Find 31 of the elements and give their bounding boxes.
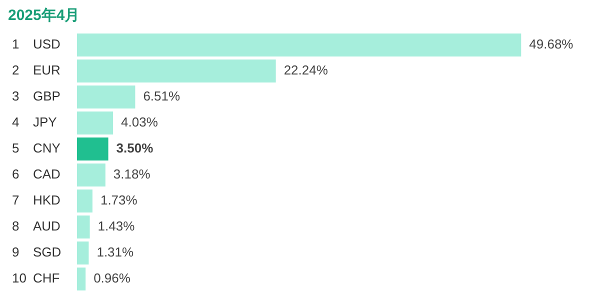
data-label: 1.43%: [98, 218, 136, 234]
data-label: 0.96%: [94, 270, 131, 286]
bar: [77, 34, 522, 56]
bar: [77, 242, 89, 264]
bar: [77, 268, 86, 290]
y-tick-label: 9 SGD: [12, 244, 62, 260]
data-label: 49.68%: [529, 36, 574, 52]
data-label: 3.18%: [113, 166, 151, 182]
y-tick-label: 4 JPY: [12, 114, 58, 130]
bar: [77, 216, 90, 238]
data-label: 4.03%: [121, 114, 158, 130]
data-label: 1.31%: [96, 244, 134, 260]
data-label: 22.24%: [284, 62, 328, 78]
data-label: 6.51%: [143, 88, 180, 104]
y-tick-label: 10 CHF: [12, 270, 60, 286]
y-tick-label: 2 EUR: [12, 62, 60, 78]
y-tick-label: 1 USD: [12, 36, 60, 52]
data-label: 3.50%: [116, 140, 154, 156]
bar: [77, 138, 108, 160]
y-tick-label: 6 CAD: [12, 166, 60, 182]
bar: [77, 112, 114, 134]
y-tick-label: 3 GBP: [12, 88, 60, 104]
bar: [77, 164, 106, 186]
bar: [77, 86, 136, 108]
bar: [77, 60, 276, 82]
y-tick-label: 5 CNY: [12, 140, 61, 156]
chart-title: 2025年4月: [7, 6, 81, 26]
y-tick-label: 8 AUD: [12, 218, 60, 234]
bar: [77, 190, 92, 212]
y-tick-label: 7 HKD: [12, 192, 60, 208]
data-label: 1.73%: [100, 192, 138, 208]
